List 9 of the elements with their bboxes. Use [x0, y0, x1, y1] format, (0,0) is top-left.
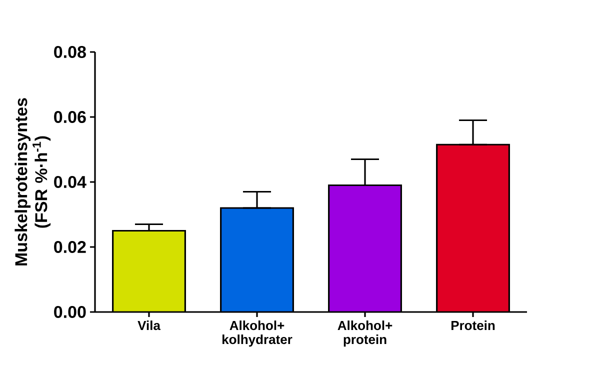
y-tick-label: 0.04 [54, 176, 86, 188]
y-tick-label: 0.08 [54, 46, 86, 58]
x-tick-label: Vila [138, 320, 161, 330]
y-tick-label: 0.06 [54, 110, 86, 124]
y-tick-label: 0.00 [54, 306, 86, 318]
x-tick-label: Alkohol+ kolhydrater [222, 320, 292, 347]
x-tick-label: Protein [451, 320, 495, 330]
x-tick-label: Alkohol+ protein [338, 320, 392, 347]
y-tick-label: 0.02 [54, 240, 86, 254]
